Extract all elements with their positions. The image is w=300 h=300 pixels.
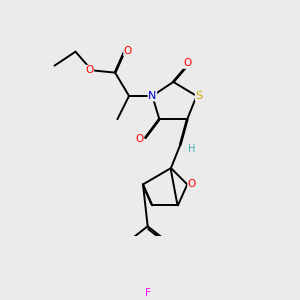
Text: O: O — [85, 65, 94, 75]
Text: N: N — [148, 91, 157, 101]
Text: O: O — [183, 58, 191, 68]
Text: F: F — [145, 288, 151, 298]
Text: O: O — [124, 46, 132, 56]
Text: H: H — [188, 145, 196, 154]
Text: O: O — [188, 179, 196, 189]
Text: S: S — [195, 91, 203, 101]
Text: O: O — [135, 134, 144, 144]
